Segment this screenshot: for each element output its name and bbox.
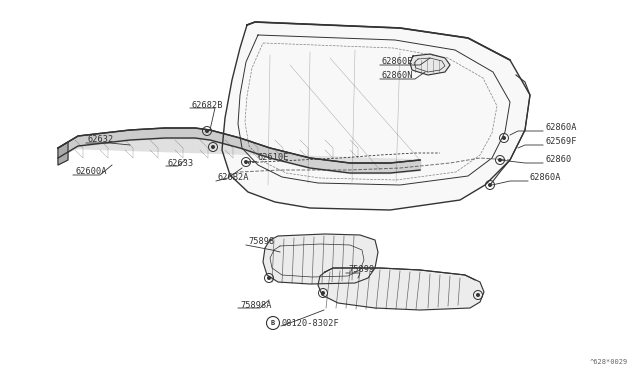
Polygon shape <box>410 54 450 75</box>
Circle shape <box>267 276 271 280</box>
Text: 62569F: 62569F <box>545 138 577 147</box>
Circle shape <box>211 145 215 149</box>
Polygon shape <box>222 22 530 210</box>
Text: 62860N: 62860N <box>382 71 413 80</box>
Polygon shape <box>58 142 68 165</box>
Text: 75898: 75898 <box>248 237 275 247</box>
Circle shape <box>205 129 209 133</box>
Text: 62610E: 62610E <box>258 154 289 163</box>
Text: 62860A: 62860A <box>530 173 561 183</box>
Text: 62860A: 62860A <box>545 124 577 132</box>
Text: 62632: 62632 <box>88 135 115 144</box>
Polygon shape <box>318 268 484 310</box>
Text: 62600A: 62600A <box>75 167 106 176</box>
Text: 75899: 75899 <box>348 266 374 275</box>
Polygon shape <box>263 234 378 284</box>
Text: 62633: 62633 <box>168 158 195 167</box>
Text: 62682B: 62682B <box>192 100 223 109</box>
Text: B: B <box>271 320 275 326</box>
Text: 75898A: 75898A <box>240 301 271 310</box>
Circle shape <box>321 291 325 295</box>
Text: 62860E: 62860E <box>382 58 413 67</box>
Text: ^628*0029: ^628*0029 <box>589 359 628 365</box>
Text: 62860: 62860 <box>545 155 572 164</box>
Text: 08120-8302F: 08120-8302F <box>281 318 339 327</box>
Polygon shape <box>58 128 420 163</box>
Circle shape <box>488 183 492 187</box>
Circle shape <box>476 293 480 297</box>
Circle shape <box>498 158 502 162</box>
Circle shape <box>502 136 506 140</box>
Text: 626B2A: 626B2A <box>218 173 250 183</box>
Circle shape <box>244 160 248 164</box>
